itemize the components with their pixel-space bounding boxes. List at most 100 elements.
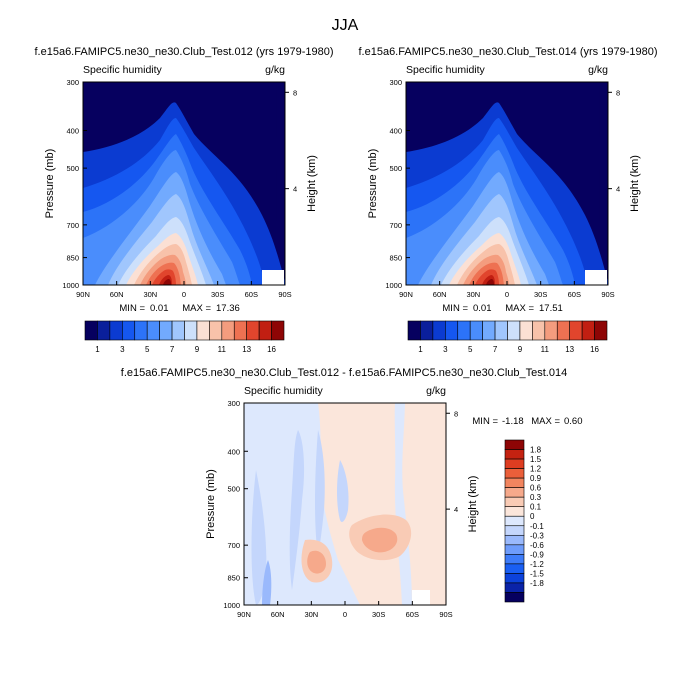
panel-3: f.e15a6.FAMIPC5.ne30_ne30.Club_Test.012 …	[121, 367, 583, 619]
panel-1-colorbar-box	[122, 320, 136, 341]
panel-1-max-value: 17.36	[216, 303, 240, 314]
panel-3-y-tick-label: 300	[227, 399, 240, 408]
panel-3-colorbar-box	[504, 506, 525, 517]
panel-3-colorbar-box	[504, 477, 525, 488]
panel-1-field	[83, 82, 285, 285]
panel-2-y-tick-label: 400	[389, 127, 402, 136]
panel-3-min-value: -1.18	[502, 416, 524, 427]
panel-3-title: f.e15a6.FAMIPC5.ne30_ne30.Club_Test.012 …	[121, 367, 567, 379]
panel-1-colorbar-box	[271, 320, 285, 341]
panel-3-x-tick-label: 30N	[304, 610, 318, 619]
panel-1-colorbar-box	[221, 320, 235, 341]
panel-1-x-tick-label: 90S	[278, 290, 291, 299]
panel-1-ylabel-right: Height (km)	[306, 155, 318, 212]
panel-1-x-tick-label: 60S	[245, 290, 258, 299]
panel-2-x-tick-label: 60S	[568, 290, 581, 299]
panel-1-colorbar-box	[109, 320, 123, 341]
panel-1-colorbar-label: 5	[145, 345, 150, 354]
panel-1-x-tick-label: 30S	[211, 290, 224, 299]
panel-3-field	[244, 403, 446, 605]
panel-3-y-tick-label: 850	[227, 574, 240, 583]
panel-2-y-right-tick-label: 4	[616, 185, 620, 194]
panel-3-colorbar-box	[504, 468, 525, 479]
panel-2-left-label: Specific humidity	[406, 64, 486, 76]
panel-1-colorbar-label: 11	[218, 345, 227, 354]
panel-3-max-label: MAX =	[531, 416, 560, 427]
panel-3-y-tick-label: 700	[227, 541, 240, 550]
panel-3-colorbar-box	[504, 449, 525, 460]
panel-2-field	[406, 82, 608, 285]
panel-2-colorbar-box	[507, 320, 521, 341]
panel-1-y-tick-label: 700	[66, 221, 79, 230]
panel-2-colorbar-box	[445, 320, 459, 341]
panel-2-colorbar-box	[494, 320, 508, 341]
panel-1-colorbar-box	[209, 320, 223, 341]
panel-3-y-right-tick-label: 4	[454, 505, 458, 514]
panel-1-max-label: MAX =	[182, 303, 211, 314]
panel-2-colorbar-box	[519, 320, 533, 341]
panel-1-y-tick-label: 1000	[62, 281, 79, 290]
panel-3-colorbar-label: 0	[530, 512, 535, 521]
panel-2-ylabel: Pressure (mb)	[367, 149, 379, 219]
panel-3-colorbar-label: 0.9	[530, 474, 542, 483]
panel-1-colorbar-label: 7	[170, 345, 175, 354]
panel-1-x-tick-label: 30N	[143, 290, 157, 299]
panel-3-y-tick-label: 1000	[223, 601, 240, 610]
panel-3-y-right-tick-label: 8	[454, 409, 458, 418]
panel-1-ylabel: Pressure (mb)	[44, 149, 56, 219]
panel-2-colorbar-label: 11	[541, 345, 550, 354]
panel-2-colorbar-label: 1	[418, 345, 423, 354]
panel-3-colorbar-label: -0.3	[530, 531, 544, 540]
panel-3-colorbar-label: 1.8	[530, 446, 542, 455]
panel-2-y-right-tick-label: 8	[616, 88, 620, 97]
panel-2-y-tick-label: 500	[389, 164, 402, 173]
panel-1-colorbar-box	[196, 320, 210, 341]
panel-2-max-value: 17.51	[539, 303, 563, 314]
panel-1-colorbar-box	[184, 320, 198, 341]
panel-1-colorbar-label: 13	[242, 345, 251, 354]
panel-3-colorbar-label: 0.1	[530, 503, 542, 512]
panel-2-x-tick-label: 90S	[601, 290, 614, 299]
panel-1-colorbar-box	[171, 320, 185, 341]
panel-3-x-tick-label: 60N	[271, 610, 285, 619]
panel-1-x-tick-label: 0	[182, 290, 186, 299]
panel-1-colorbar-label: 3	[120, 345, 125, 354]
panel-2-colorbar-box	[482, 320, 496, 341]
panel-1-min-label: MIN =	[119, 303, 145, 314]
panel-1-stats: MIN = 0.01 MAX = 17.36	[119, 303, 239, 314]
panel-2-colorbar-box	[407, 320, 421, 341]
panel-2-right-label: g/kg	[588, 64, 608, 76]
panel-3-x-tick-label: 0	[343, 610, 347, 619]
panel-1-right-label: g/kg	[265, 64, 285, 76]
panel-3-x-tick-label: 30S	[372, 610, 385, 619]
panel-3-max-value: 0.60	[564, 416, 583, 427]
panel-3-colorbar-box	[504, 582, 525, 593]
figure-title: JJA	[332, 17, 359, 34]
panel-3-colorbar-label: -1.8	[530, 579, 544, 588]
panel-2-min-label: MIN =	[442, 303, 468, 314]
panel-3-colorbar-label: 0.6	[530, 484, 542, 493]
panel-2-y-tick-label: 300	[389, 78, 402, 87]
panel-2-max-label: MAX =	[505, 303, 534, 314]
panel-2-y-tick-label: 850	[389, 254, 402, 263]
panel-3-colorbar-box	[504, 573, 525, 584]
panel-1: f.e15a6.FAMIPC5.ne30_ne30.Club_Test.012 …	[34, 46, 333, 354]
panel-1-colorbar-box	[159, 320, 173, 341]
panel-2: f.e15a6.FAMIPC5.ne30_ne30.Club_Test.014 …	[358, 46, 657, 354]
panel-2-ylabel-right: Height (km)	[629, 155, 641, 212]
panel-2-x-tick-label: 90N	[399, 290, 413, 299]
panel-2-colorbar-box	[544, 320, 558, 341]
panel-3-colorbar-box	[504, 544, 525, 555]
panel-2-colorbar-box	[420, 320, 434, 341]
panel-3-stats: MIN = -1.18 MAX = 0.60	[472, 416, 582, 427]
panel-1-colorbar-box	[258, 320, 272, 341]
panel-2-x-tick-label: 30S	[534, 290, 547, 299]
panel-1-colorbar-box	[97, 320, 111, 341]
panel-3-ylabel: Pressure (mb)	[205, 469, 217, 539]
panel-2-colorbar-box	[469, 320, 483, 341]
panel-2-y-tick-label: 1000	[385, 281, 402, 290]
panel-1-y-tick-label: 400	[66, 127, 79, 136]
panel-1-colorbar-box	[233, 320, 247, 341]
panel-3-y-tick-label: 500	[227, 485, 240, 494]
